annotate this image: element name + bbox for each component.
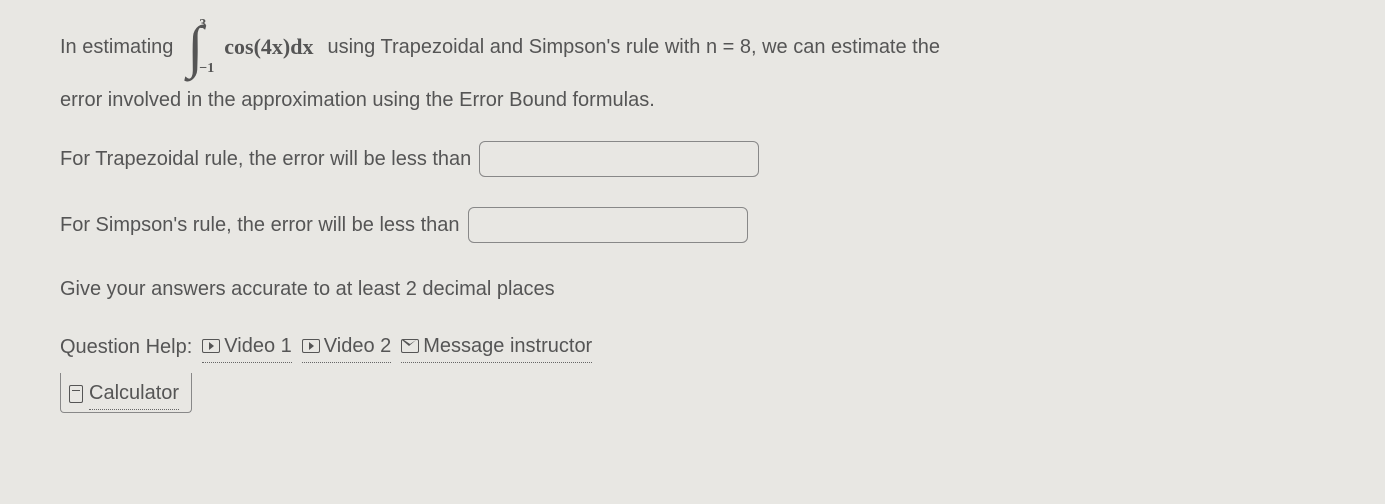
message-instructor-link[interactable]: Message instructor	[401, 330, 592, 363]
message-instructor-label: Message instructor	[423, 330, 592, 362]
instructions-text: Give your answers accurate to at least 2…	[60, 273, 1325, 305]
video-1-link[interactable]: Video 1	[202, 330, 291, 363]
calculator-row: Calculator	[60, 373, 1325, 413]
simpson-row: For Simpson's rule, the error will be le…	[60, 207, 1325, 243]
question-help-row: Question Help: Video 1 Video 2 Message i…	[60, 330, 1325, 363]
trapezoidal-label: For Trapezoidal rule, the error will be …	[60, 143, 471, 175]
question-help-label: Question Help:	[60, 331, 192, 363]
integrand: cos(4x)dx	[224, 29, 313, 64]
problem-statement: In estimating ∫ 3 −1 cos(4x)dx using Tra…	[60, 18, 1325, 116]
video-2-link[interactable]: Video 2	[302, 330, 391, 363]
simpson-input[interactable]	[468, 207, 748, 243]
intro-text-after: using Trapezoidal and Simpson's rule wit…	[327, 31, 940, 63]
calculator-button[interactable]: Calculator	[60, 373, 192, 413]
intro-text-before: In estimating	[60, 31, 173, 63]
problem-line-2: error involved in the approximation usin…	[60, 84, 1325, 116]
trapezoidal-row: For Trapezoidal rule, the error will be …	[60, 141, 1325, 177]
play-icon	[302, 339, 320, 353]
integral-sign: ∫	[187, 24, 203, 70]
calculator-icon	[69, 385, 83, 403]
video-1-label: Video 1	[224, 330, 291, 362]
video-2-label: Video 2	[324, 330, 391, 362]
simpson-label: For Simpson's rule, the error will be le…	[60, 209, 460, 241]
integral-expression: ∫ 3 −1 cos(4x)dx	[187, 18, 313, 76]
mail-icon	[401, 339, 419, 353]
play-icon	[202, 339, 220, 353]
trapezoidal-input[interactable]	[479, 141, 759, 177]
problem-line-1: In estimating ∫ 3 −1 cos(4x)dx using Tra…	[60, 18, 1325, 76]
calculator-label: Calculator	[89, 377, 179, 410]
